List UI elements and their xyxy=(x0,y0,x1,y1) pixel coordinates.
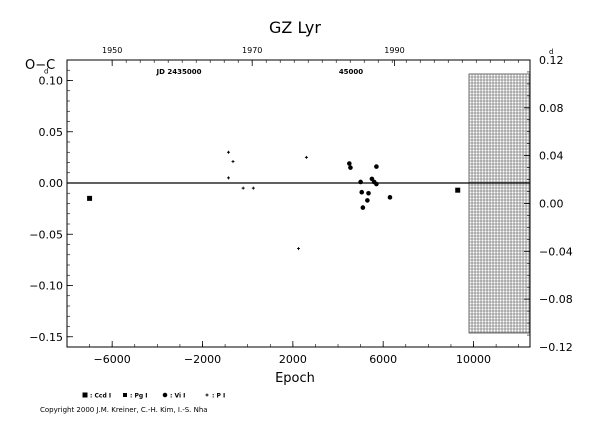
y-right-tick-label: 0.08 xyxy=(539,102,564,115)
data-point-plus xyxy=(251,186,255,190)
jd-label: JD 2435000 xyxy=(156,68,202,76)
year-tick-label: 1990 xyxy=(384,46,404,55)
data-point-circle xyxy=(348,165,353,170)
y-right-tick-label: 0.04 xyxy=(539,150,564,163)
data-point-circle xyxy=(387,195,393,200)
y-left-tick-label: 0.00 xyxy=(39,177,64,190)
y-right-tick-label: 0.12 xyxy=(539,54,564,67)
data-point-circle xyxy=(359,189,365,195)
data-point-plus xyxy=(297,247,300,251)
x-tick-label: −2000 xyxy=(184,353,221,366)
chart-title: GZ Lyr xyxy=(269,18,321,37)
y-left-tick-label: −0.15 xyxy=(29,331,63,344)
data-point-circle xyxy=(358,179,363,185)
y-left-tick-label: 0.10 xyxy=(39,75,64,88)
y-left-tick-label: 0.05 xyxy=(39,126,64,139)
data-point-circle xyxy=(374,164,379,169)
plot-frame xyxy=(66,59,531,348)
data-point-plus xyxy=(241,186,245,190)
y-axis-label: O−C xyxy=(25,58,55,73)
legend-label: : Pg I xyxy=(130,393,148,400)
data-point-square-large xyxy=(455,187,461,193)
data-point-plus xyxy=(231,159,235,163)
legend-label: : Ccd I xyxy=(90,393,111,400)
year-tick-label: 1970 xyxy=(242,46,262,55)
y-right-tick-label: −0.04 xyxy=(539,245,573,258)
y-left-tick-label: −0.05 xyxy=(29,228,63,241)
y-left-tick-label: −0.10 xyxy=(29,280,63,293)
legend-marker-circle xyxy=(162,392,168,398)
data-point-plus xyxy=(304,155,308,159)
legend-marker-square-small xyxy=(123,393,127,397)
x-tick-label: 10000 xyxy=(456,353,491,366)
data-point-square-large xyxy=(87,195,93,201)
x-axis-label: Epoch xyxy=(275,371,315,386)
data-point-plus xyxy=(226,150,230,154)
legend-label: : Vi I xyxy=(170,393,185,400)
x-tick-label: −6000 xyxy=(94,353,131,366)
data-point-circle xyxy=(347,161,352,166)
data-point-circle xyxy=(374,181,379,187)
copyright-text: Copyright 2000 J.M. Kreiner, C.-H. Kim, … xyxy=(40,406,208,414)
jd-label: 45000 xyxy=(339,68,363,76)
year-tick-label: 1950 xyxy=(102,46,122,55)
legend: : Ccd I : Pg I : Vi I : P I xyxy=(82,392,225,400)
legend-label: : P I xyxy=(212,393,225,400)
data-point-plus xyxy=(226,176,230,180)
y-right-tick-label: −0.08 xyxy=(539,293,573,306)
x-tick-label: 2000 xyxy=(279,353,307,366)
x-tick-label: 6000 xyxy=(369,353,397,366)
legend-marker-plus xyxy=(205,393,209,397)
data-point-circle xyxy=(365,198,370,203)
hatched-region xyxy=(468,73,531,334)
y-right-tick-label: −0.12 xyxy=(539,341,573,354)
data-point-circle xyxy=(360,205,366,210)
y-right-unit: d xyxy=(549,48,553,56)
y-left-unit: d xyxy=(44,68,48,76)
legend-marker-square-large xyxy=(82,392,88,398)
y-right-tick-label: 0.00 xyxy=(539,198,564,211)
data-point-circle xyxy=(366,190,371,196)
